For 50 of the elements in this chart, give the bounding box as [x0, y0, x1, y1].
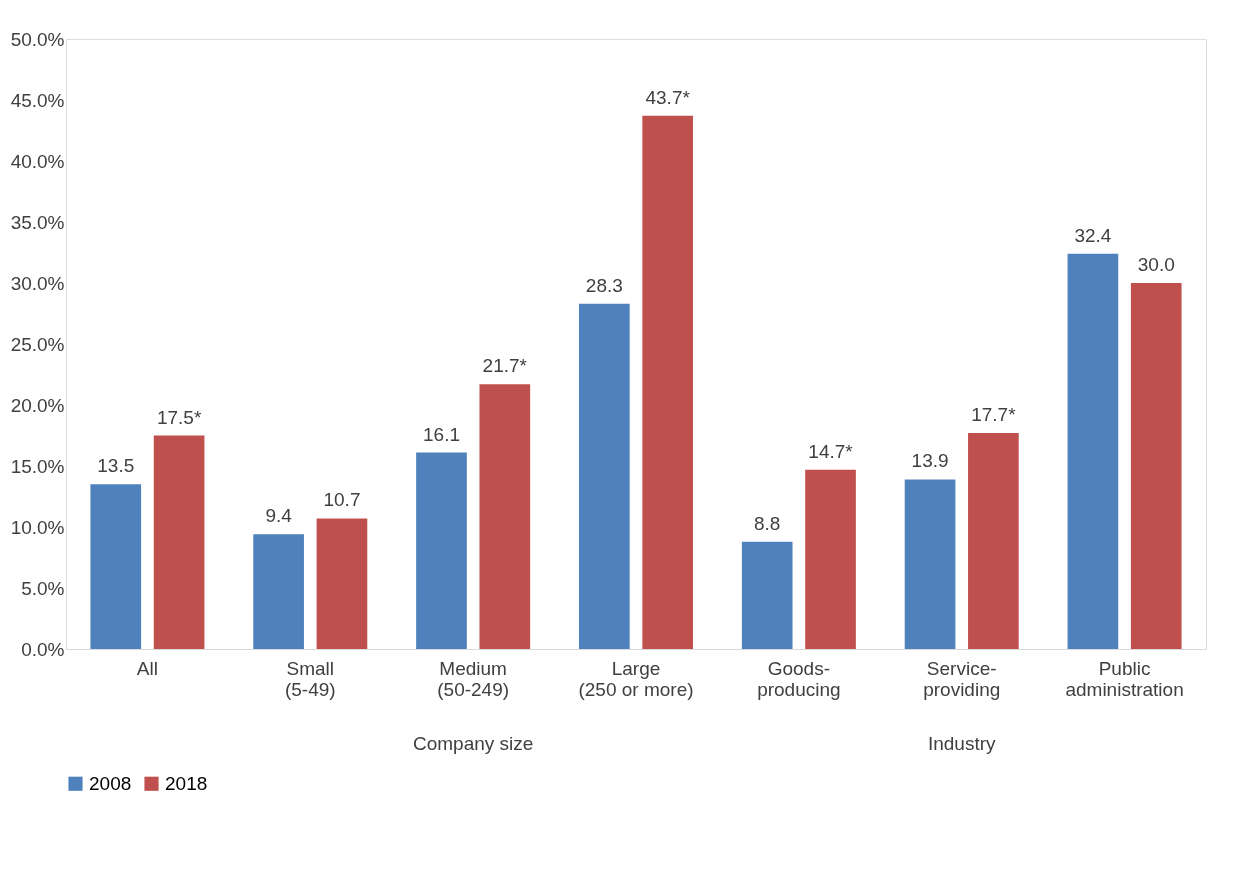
x-tick-label: Small (5-49): [284, 657, 336, 700]
y-tick-label: 50.0%: [10, 28, 65, 50]
data-label: 9.4: [265, 505, 293, 527]
y-tick-label: 20.0%: [10, 394, 65, 416]
y-tick-label: 35.0%: [10, 211, 65, 233]
text: Industry: [927, 733, 996, 754]
data-label: 32.4: [1074, 224, 1112, 246]
bar: [479, 384, 531, 649]
x-tick-label: Large (250 or more): [578, 657, 694, 700]
data-label: 13.5: [97, 455, 135, 477]
data-label: 43.7*: [645, 86, 691, 108]
text: Company size: [412, 733, 534, 754]
bar: [642, 115, 693, 649]
y-tick-label: 0.0%: [21, 638, 65, 660]
x-tick-label: Goods- producing: [757, 657, 841, 700]
bar: [90, 484, 142, 649]
y-tick-label: 15.0%: [10, 455, 65, 477]
bar: [805, 469, 856, 649]
bar: [1067, 253, 1119, 649]
x-tick-label: Medium (50-249): [437, 657, 510, 700]
data-label: 10.7: [323, 489, 361, 511]
bar: [968, 433, 1019, 649]
data-label: 8.8: [753, 512, 781, 534]
x-tick-label: Public administration: [1065, 657, 1184, 700]
y-tick-label: 30.0%: [10, 272, 65, 294]
x-tick-label: All: [136, 657, 158, 679]
data-label: 13.9: [911, 450, 949, 472]
legend-label: 2018: [165, 772, 208, 794]
bar: [416, 452, 467, 649]
x-tick-label: Service- providing: [923, 657, 1001, 700]
bar: [904, 479, 956, 649]
bar: [741, 541, 793, 649]
bar: [253, 534, 304, 649]
y-tick-label: 10.0%: [10, 516, 65, 538]
y-tick-label: 25.0%: [10, 333, 65, 355]
data-label: 17.5*: [156, 406, 202, 428]
bar: [579, 303, 630, 649]
data-label: 21.7*: [482, 355, 528, 377]
y-tick-label: 45.0%: [10, 89, 65, 111]
y-tick-label: 5.0%: [21, 577, 65, 599]
data-label: 17.7*: [971, 404, 1017, 426]
data-label: 30.0: [1137, 254, 1175, 275]
data-label: 16.1: [422, 423, 460, 445]
bar: [153, 435, 205, 649]
y-tick-label: 40.0%: [10, 150, 65, 172]
data-label: 28.3: [585, 274, 623, 296]
bar: [316, 518, 368, 649]
bar: [1130, 283, 1182, 649]
legend-label: 2008: [89, 772, 132, 794]
data-label: 14.7*: [808, 440, 854, 462]
